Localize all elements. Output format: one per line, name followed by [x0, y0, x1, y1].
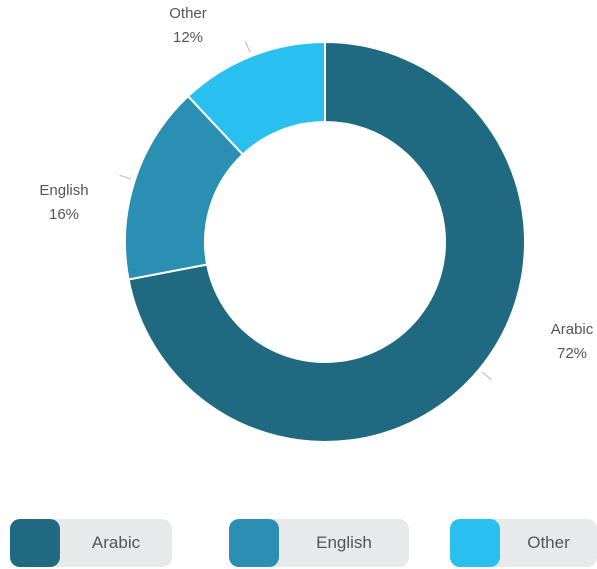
legend-label-english: English — [316, 533, 372, 552]
slice-value-other: 12% — [173, 29, 203, 46]
legend-swatch-arabic — [10, 519, 60, 567]
legend-item-english[interactable]: English — [229, 519, 409, 567]
legend-item-arabic[interactable]: Arabic — [10, 519, 172, 567]
leader-line-english — [119, 174, 132, 180]
legend-item-other[interactable]: Other — [450, 519, 597, 567]
slice-arabic[interactable] — [127, 40, 526, 443]
leader-line-other — [245, 40, 251, 53]
leader-line-arabic — [481, 371, 492, 381]
legend-swatch-english — [229, 519, 279, 567]
slice-label-other: Other — [169, 5, 207, 22]
slice-other[interactable] — [186, 40, 326, 156]
slice-value-english: 16% — [49, 206, 79, 223]
slice-label-english: English — [39, 182, 88, 199]
donut-chart: Arabic 72% English 16% Other 12% — [39, 5, 594, 443]
legend-label-arabic: Arabic — [91, 533, 141, 552]
legend-swatch-other — [450, 519, 500, 567]
chart-legend: Arabic English Other — [0, 519, 597, 569]
legend-label-other: Other — [527, 533, 570, 552]
slice-value-arabic: 72% — [557, 345, 587, 362]
slice-label-arabic: Arabic — [551, 321, 594, 338]
